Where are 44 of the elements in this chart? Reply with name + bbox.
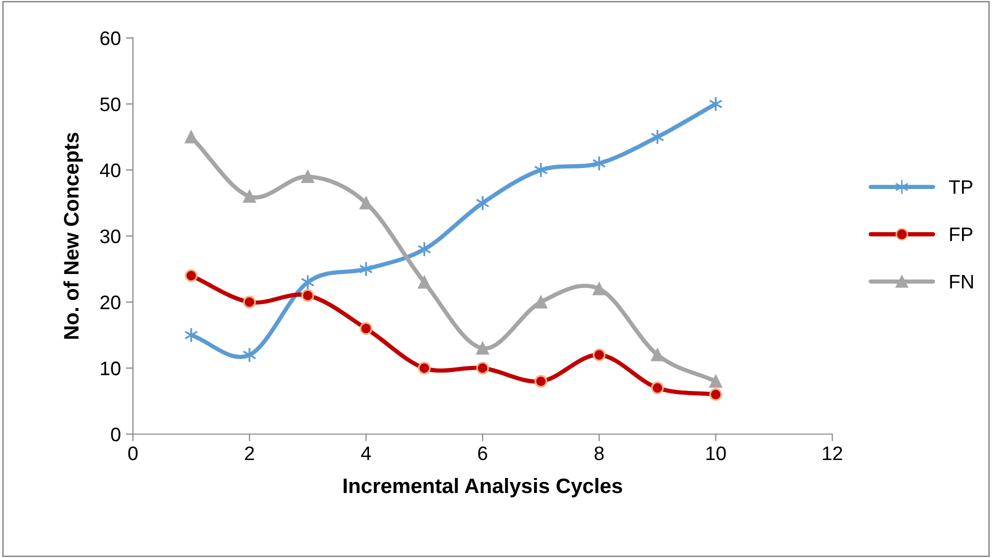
- y-tick-label: 30: [100, 230, 120, 244]
- x-tick-label: 2: [245, 446, 254, 460]
- point: [534, 162, 548, 178]
- point: [476, 342, 489, 355]
- point: [360, 322, 372, 335]
- point: [534, 374, 548, 388]
- point: [650, 129, 664, 145]
- point: [476, 362, 489, 374]
- x-tick-label: 8: [594, 446, 604, 460]
- x-axis-title: Incremental Analysis Cycles: [344, 478, 622, 498]
- point: [301, 289, 314, 302]
- point: [301, 170, 314, 183]
- x-tick-label: 6: [478, 446, 488, 460]
- y-tick-label: 20: [100, 296, 120, 310]
- point: [418, 276, 431, 289]
- point: [243, 296, 256, 308]
- y-tick-label: 40: [100, 163, 120, 178]
- point: [709, 388, 722, 401]
- point: [418, 362, 431, 374]
- y-tick-label: 10: [100, 362, 120, 376]
- y-tick-label: 60: [100, 31, 120, 46]
- legend-label: TP: [948, 180, 972, 194]
- x-tick-label: 12: [822, 446, 842, 460]
- point: [243, 190, 256, 203]
- point: [709, 374, 722, 388]
- point: [359, 261, 373, 277]
- legend-label: FN: [950, 274, 973, 288]
- legend-label: FP: [950, 228, 972, 242]
- x-tick-label: 0: [128, 446, 138, 460]
- point: [476, 195, 490, 211]
- point: [360, 196, 372, 210]
- point: [184, 130, 198, 144]
- point: [651, 382, 664, 394]
- point: [592, 282, 606, 296]
- x-tick-label: 10: [706, 446, 726, 460]
- point: [184, 269, 198, 282]
- point: [242, 347, 256, 363]
- point: [534, 296, 548, 308]
- point: [651, 348, 664, 362]
- point: [592, 348, 606, 362]
- y-axis-title: No. of New Concepts: [63, 132, 83, 339]
- y-tick-label: 50: [100, 97, 120, 112]
- y-tick-label: 0: [111, 428, 120, 442]
- x-tick-label: 4: [361, 446, 371, 460]
